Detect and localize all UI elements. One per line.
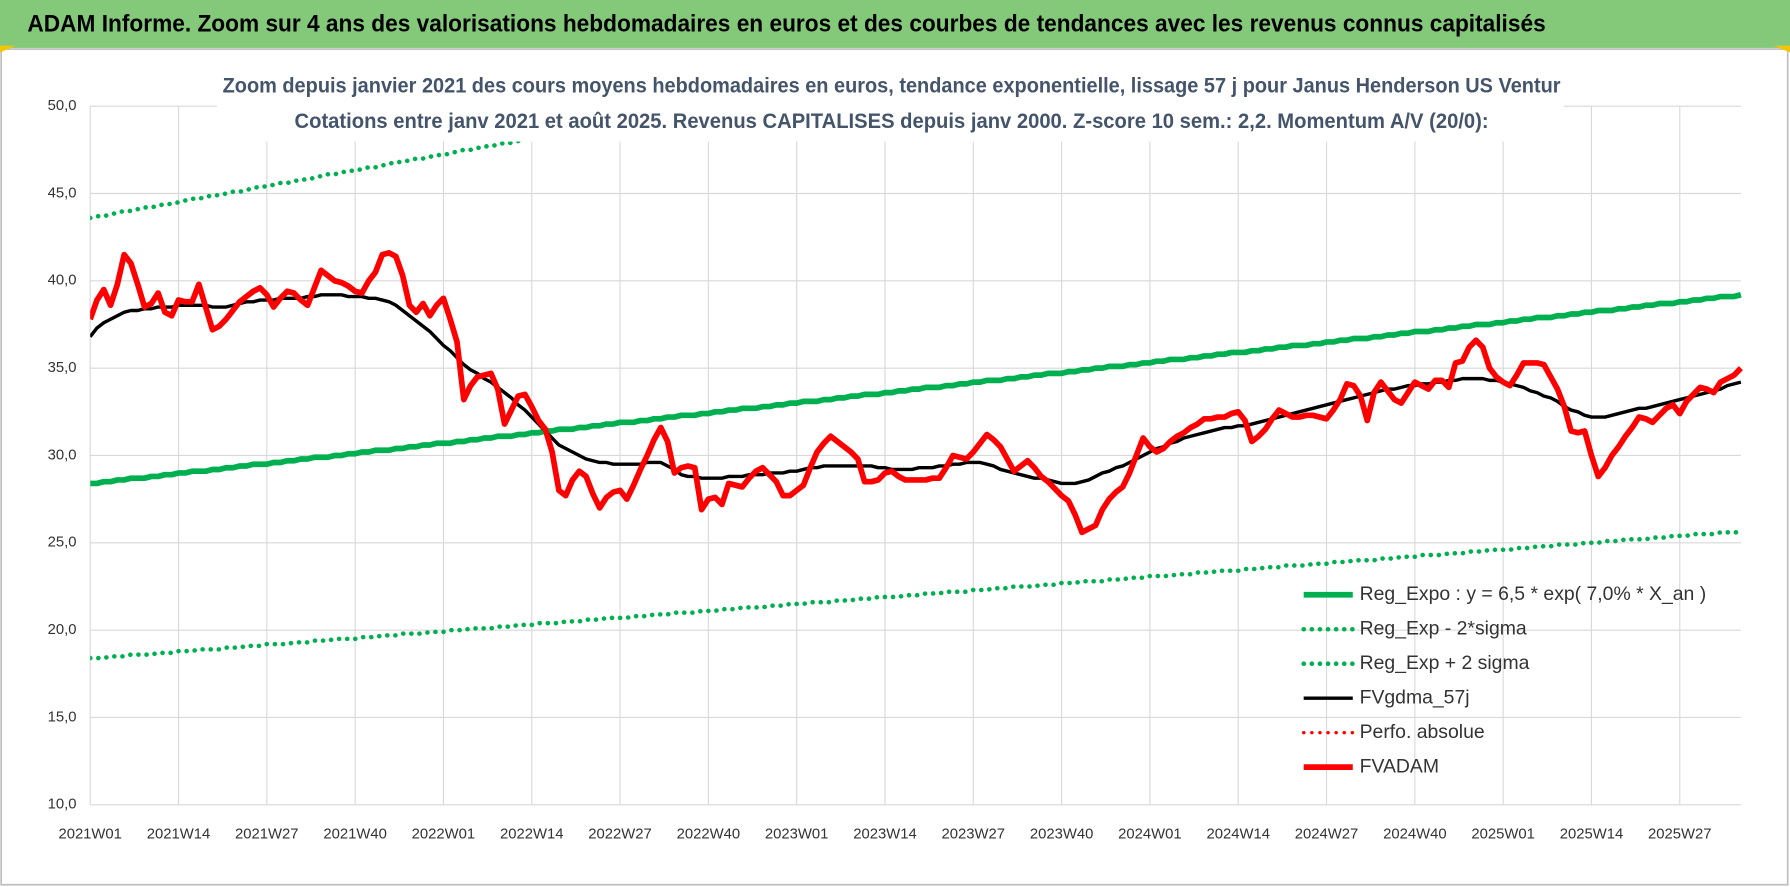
- page-title: ADAM Informe. Zoom sur 4 ans des valoris…: [27, 10, 1545, 37]
- grid: [89, 105, 1741, 806]
- legend-label: FVADAM: [1360, 755, 1439, 777]
- series-line: [90, 250, 1743, 536]
- y-tick-label: 30,0: [48, 447, 77, 463]
- y-tick-label: 25,0: [48, 535, 77, 551]
- series-line: [90, 292, 1742, 487]
- y-tick-label: 50,0: [48, 98, 77, 114]
- corner-accent: [1774, 45, 1790, 53]
- x-tick-label: 2024W14: [1206, 826, 1269, 842]
- y-tick-label: 20,0: [48, 622, 77, 638]
- x-tick-label: 2021W14: [147, 826, 210, 842]
- x-tick-label: 2025W01: [1471, 826, 1534, 842]
- series-line: [90, 293, 1742, 486]
- x-tick-label: 2022W14: [500, 826, 563, 842]
- corner-accent: [0, 45, 16, 53]
- legend-label: Perfo. absolue: [1360, 721, 1485, 743]
- x-tick-label: 2021W27: [235, 826, 298, 842]
- x-tick-label: 2023W14: [853, 826, 916, 842]
- series-line: [90, 102, 745, 221]
- legend-label: Reg_Expo : y = 6,5 * exp( 7,0% * X_an ): [1360, 583, 1707, 605]
- legend-label: Reg_Exp + 2 sigma: [1360, 652, 1530, 674]
- header-band: [0, 0, 1790, 48]
- plot-area: [90, 102, 1744, 661]
- x-tick-label: 2021W01: [58, 826, 121, 842]
- x-tick-label: 2021W40: [323, 826, 386, 842]
- x-tick-label: 2023W01: [765, 826, 828, 842]
- x-tick-label: 2022W27: [588, 826, 651, 842]
- chart-subtitle: Cotations entre janv 2021 et août 2025. …: [295, 108, 1489, 133]
- x-tick-label: 2024W27: [1295, 826, 1358, 842]
- x-tick-label: 2022W40: [677, 826, 740, 842]
- x-tick-label: 2022W01: [412, 826, 475, 842]
- chart-frame: [0, 48, 1789, 886]
- y-tick-label: 35,0: [48, 360, 77, 376]
- x-tick-label: 2025W27: [1648, 826, 1711, 842]
- x-tick-label: 2023W27: [942, 826, 1005, 842]
- y-tick-label: 40,0: [48, 273, 77, 289]
- x-tick-label: 2024W01: [1118, 826, 1181, 842]
- x-tick-label: 2024W40: [1383, 826, 1446, 842]
- y-tick-label: 45,0: [48, 185, 77, 201]
- y-tick-label: 10,0: [48, 797, 77, 813]
- chart-title: Zoom depuis janvier 2021 des cours moyen…: [223, 72, 1561, 97]
- x-tick-label: 2025W14: [1560, 826, 1623, 842]
- legend-label: Reg_Exp - 2*sigma: [1360, 617, 1527, 639]
- legend-label: FVgdma_57j: [1360, 686, 1470, 708]
- series-line: [90, 530, 1744, 661]
- y-tick-label: 15,0: [48, 709, 77, 725]
- title-box: [216, 66, 1564, 142]
- axis-labels: 10,0 15,0 20,0 25,0 30,0 35,0 40,0 45,0 50,0 2021…: [48, 98, 1712, 842]
- legend: Reg_Expo : y = 6,5 * exp( 7,0% * X_an ) R…: [1301, 583, 1707, 777]
- x-tick-label: 2023W40: [1030, 826, 1093, 842]
